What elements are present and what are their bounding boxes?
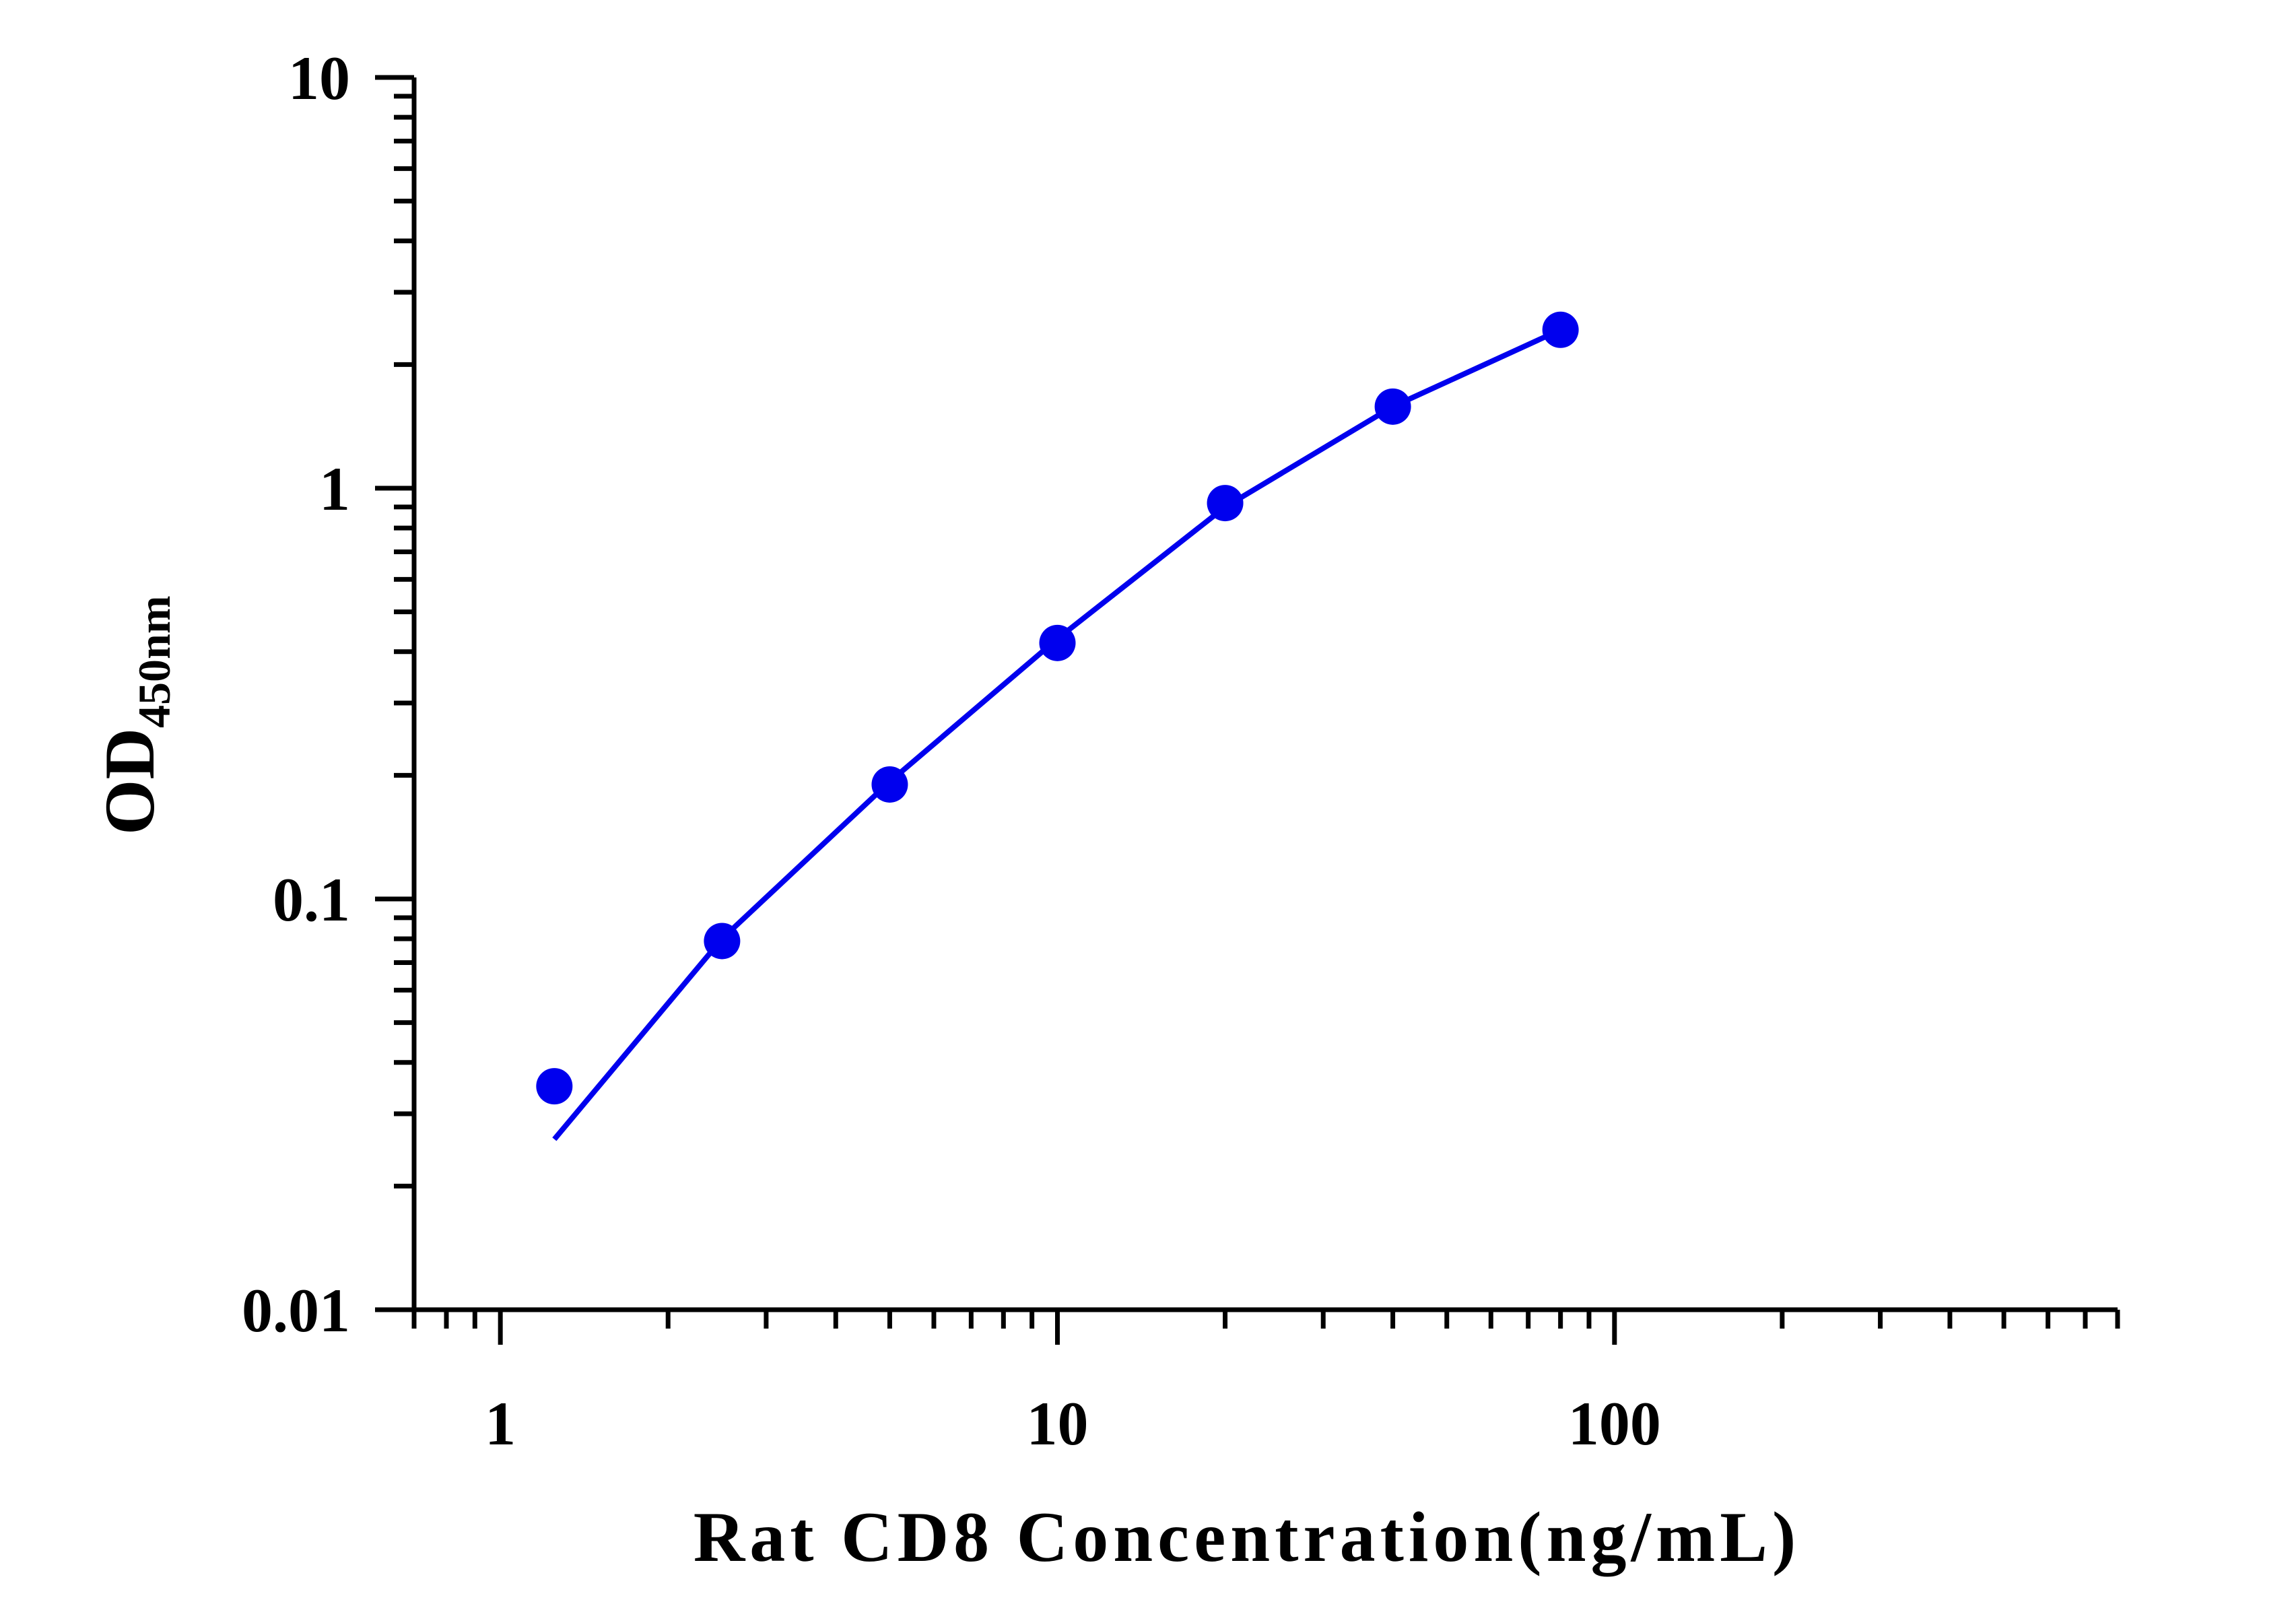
x-tick-labels: 1 10 100 [485, 1389, 1661, 1458]
data-point [1207, 485, 1244, 522]
x-ticks [411, 1310, 2120, 1345]
data-point [1542, 311, 1579, 348]
x-tick-label: 100 [1568, 1389, 1661, 1458]
y-tick-label: 0.1 [273, 865, 350, 934]
plot-area [536, 311, 1579, 1141]
data-point [704, 923, 741, 960]
x-tick-label: 10 [1026, 1389, 1088, 1458]
y-axis-title-main: OD [90, 728, 169, 835]
y-axis-title: OD450nm [90, 596, 180, 835]
data-point [536, 1068, 573, 1105]
y-ticks [375, 75, 414, 1312]
y-tick-label: 1 [319, 455, 350, 523]
fit-curve-line [552, 327, 1562, 1141]
data-point [1374, 388, 1411, 425]
x-axis-title: Rat CD8 Concentration(ng/mL) [694, 1498, 1801, 1576]
x-tick-label: 1 [485, 1389, 516, 1458]
data-points [536, 311, 1579, 1105]
y-tick-labels: 0.01 0.1 1 10 [242, 44, 350, 1345]
axes: 1 10 100 0.01 0.1 1 10 [242, 44, 2120, 1458]
data-point [871, 766, 908, 803]
y-axis-title-subscript: 450nm [129, 596, 180, 728]
data-point [1039, 624, 1076, 661]
y-tick-label: 0.01 [242, 1276, 350, 1345]
y-tick-label: 10 [288, 44, 350, 112]
